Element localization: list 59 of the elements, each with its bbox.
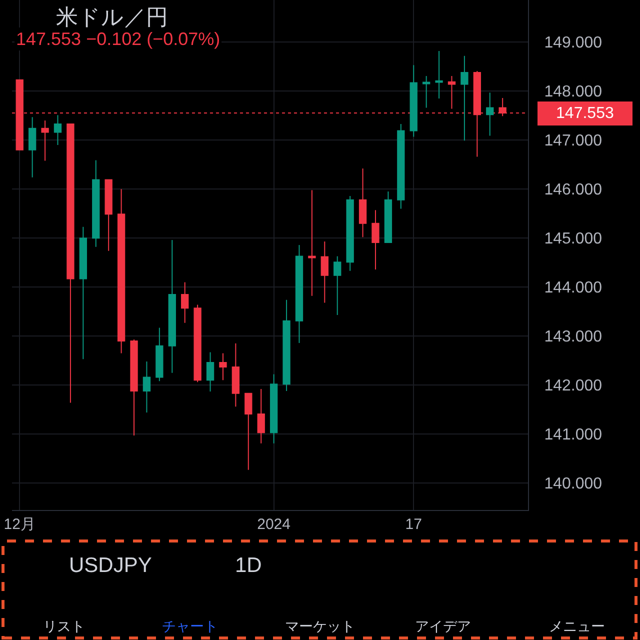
candlestick — [308, 190, 316, 296]
text: メニュー — [549, 618, 605, 634]
text: アイデア — [415, 618, 471, 634]
y-tick-label: 144.000 — [544, 280, 602, 297]
candlestick — [117, 188, 126, 354]
y-tick-label: 148.000 — [544, 84, 602, 101]
candlestick — [422, 75, 430, 108]
candlestick — [130, 339, 138, 436]
text: リスト — [43, 618, 85, 634]
candlestick — [232, 342, 240, 408]
y-tick-label: 143.000 — [544, 328, 602, 346]
text: 1D — [235, 554, 262, 577]
candlestick — [270, 374, 278, 444]
y-tick-label: 145.000 — [544, 230, 602, 248]
candlestick — [372, 210, 380, 270]
chart-title: 米ドル／円 — [56, 4, 168, 30]
candlestick — [334, 256, 342, 316]
ref-line-label: 147.553 — [556, 105, 614, 122]
candlestick — [142, 361, 151, 414]
candlestick — [156, 327, 164, 382]
candlestick — [460, 55, 468, 142]
text: マーケット — [285, 618, 355, 634]
candlestick — [54, 114, 62, 146]
candlestick — [320, 241, 328, 304]
text: 147.553 −0.102 (−0.07%) — [16, 29, 220, 49]
candlestick — [486, 92, 494, 136]
y-tick-label: 140.000 — [544, 476, 602, 493]
candlestick — [384, 191, 392, 244]
candlestick — [244, 392, 252, 470]
candlestick — [435, 50, 443, 99]
candlestick — [28, 116, 36, 178]
candlestick — [397, 123, 405, 210]
x-tick-label: 2024 — [257, 516, 290, 533]
candlestick — [181, 282, 189, 324]
candlestick — [282, 299, 290, 392]
candlestick — [219, 352, 227, 381]
y-tick-label: 142.000 — [544, 378, 602, 395]
x-tick-label: 17 — [405, 516, 422, 533]
x-tick-label: 12月 — [4, 516, 36, 533]
candlestick — [41, 120, 49, 162]
text: USDJPY — [69, 554, 152, 577]
y-tick-label: 149.000 — [544, 34, 602, 52]
candlestick — [257, 388, 265, 444]
y-tick-label: 141.000 — [544, 426, 602, 444]
candlestick — [79, 226, 88, 360]
y-tick-label: 146.000 — [544, 182, 602, 199]
candlestick — [168, 240, 176, 374]
candlestick — [346, 195, 354, 272]
candlestick — [206, 352, 214, 392]
candlestick — [358, 168, 367, 238]
text: チャート — [162, 618, 218, 634]
candlestick — [66, 123, 74, 404]
candlestick — [104, 179, 112, 252]
candlestick — [410, 64, 418, 138]
candlestick — [194, 304, 202, 383]
y-tick-label: 147.000 — [544, 132, 602, 150]
candlestick — [448, 75, 456, 110]
candlestick — [92, 160, 100, 248]
candlestick — [295, 244, 304, 344]
